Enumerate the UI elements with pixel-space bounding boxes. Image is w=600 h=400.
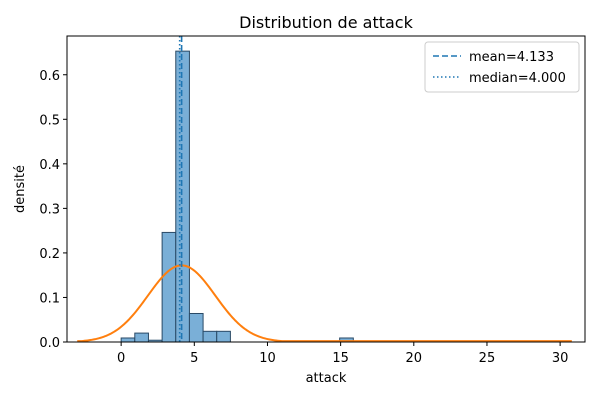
legend-median-label: median=4.000 [469, 71, 566, 86]
x-tick-label: 10 [259, 351, 276, 366]
y-axis-title: densité [13, 165, 28, 213]
y-tick-label: 0.4 [39, 158, 60, 173]
histogram-bar [134, 332, 149, 343]
x-tick-label: 0 [117, 351, 125, 366]
x-tick-label: 30 [552, 351, 569, 366]
legend-mean-label: mean=4.133 [469, 50, 554, 65]
histogram-bar [175, 50, 190, 343]
x-tick-label: 25 [479, 351, 496, 366]
histogram-bar [188, 312, 204, 343]
histogram-bar [120, 337, 136, 343]
y-tick-label: 0.1 [39, 291, 60, 306]
chart-title: Distribution de attack [239, 13, 413, 32]
x-tick-label: 20 [406, 351, 423, 366]
x-tick-label: 5 [190, 351, 198, 366]
x-axis-title: attack [306, 371, 347, 386]
x-tick-label: 15 [332, 351, 349, 366]
histogram-bar [202, 330, 218, 343]
legend: mean=4.133 median=4.000 [424, 41, 580, 93]
axes: 0 5 10 15 20 25 30 0.0 0.1 0.2 0.3 0.4 0.5 0.6 [39, 35, 586, 366]
y-tick-label: 0.5 [39, 113, 60, 128]
histogram-bar [161, 231, 177, 343]
y-tick-label: 0.2 [39, 247, 60, 262]
kde-curve [77, 264, 572, 343]
y-tick-label: 0.3 [39, 202, 60, 217]
y-tick-label: 0.6 [39, 69, 60, 84]
axes-frame [66, 35, 586, 343]
y-tick-label: 0.0 [39, 336, 60, 351]
histogram-bar [216, 330, 231, 343]
legend-box [424, 41, 580, 93]
